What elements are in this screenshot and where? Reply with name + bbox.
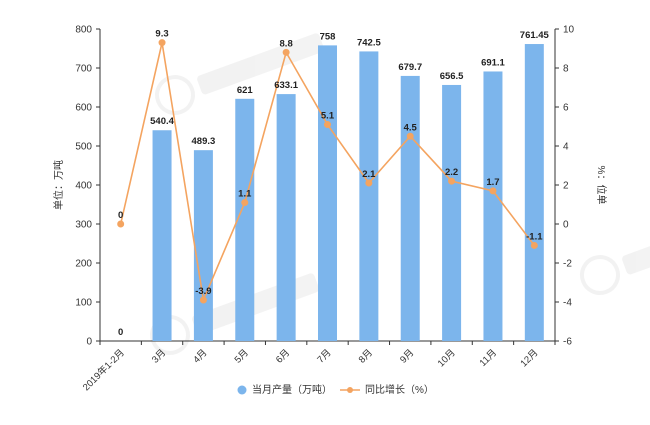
bars-layer [152,44,544,342]
line-point [117,220,125,228]
watermark-circle [580,255,620,295]
line-point [530,241,538,249]
line-value-label: -1.1 [526,231,543,242]
bar [524,44,544,342]
x-tick-label: 6月 [274,347,292,365]
x-tick-label: 9月 [398,347,416,365]
line-point [365,179,373,187]
right-tick-label: 10 [563,25,575,36]
right-tick-label: -4 [563,298,572,309]
line-value-label: 0 [118,210,123,221]
x-tick-label: 5月 [233,347,251,365]
left-tick-label: 200 [75,259,92,270]
right-tick-label: 6 [563,103,569,114]
left-tick-label: 100 [75,298,92,309]
bar-value-label: 758 [320,31,336,42]
line-value-label: 2.1 [362,169,376,180]
line-value-label: 9.3 [155,29,168,40]
bar [318,45,337,341]
line-value-label: 4.5 [404,122,418,133]
bar [442,84,462,341]
bar-value-label: 540.4 [150,116,174,127]
bar-value-label: 679.7 [398,62,422,73]
line-value-label: 5.1 [321,111,335,122]
line-point [241,199,249,207]
watermark-circle [155,75,195,115]
bar [483,71,503,341]
line-point [448,177,456,185]
left-tick-label: 0 [86,337,92,348]
legend-line-dot [347,387,353,393]
bar [276,94,296,341]
right-tick-label: -6 [563,337,572,348]
line-value-label: 8.8 [280,38,293,49]
line-value-label: 1.1 [238,189,252,200]
left-tick-label: 800 [75,25,92,36]
legend-line-label: 同比增长（%） [365,383,434,396]
right-axis-title: %：位单 [595,166,608,205]
line-point [158,39,166,47]
watermark-layer [150,33,650,355]
line-point [406,132,414,140]
bar [359,51,379,342]
watermark-band [197,33,324,95]
line-point [282,48,290,56]
left-tick-label: 400 [75,181,92,192]
line-value-label: 1.7 [486,177,499,188]
watermark-logo [580,213,650,295]
left-tick-label: 600 [75,103,92,114]
bar-value-label: 761.45 [520,30,550,41]
bar-value-label: 0 [118,327,123,338]
bar [193,150,213,341]
bar-value-label: 633.1 [274,80,298,91]
left-axis-title: 单位：万吨 [52,160,65,210]
watermark-logo [150,273,319,355]
x-tick-label: 10月 [436,347,458,369]
bar-value-label: 691.1 [481,57,505,68]
line-value-label: 2.2 [445,167,458,178]
bar-value-label: 742.5 [357,37,381,48]
line-layer [117,39,538,304]
bar [152,130,172,341]
line-point [199,296,207,304]
x-tick-label: 7月 [315,347,333,365]
line-point [324,121,331,129]
right-tick-label: 8 [563,64,569,75]
data-labels-layer: 0 540.4 489.3 621 633.1 758 742.5 679.7 656.5 691… [118,29,550,338]
legend-bar-label: 当月产量（万吨） [252,383,332,396]
right-tick-label: 4 [563,142,569,153]
left-tick-label: 300 [75,220,92,231]
x-tick-label: 12月 [518,347,540,369]
bar-value-label: 621 [237,85,254,96]
line-value-label: -3.9 [195,286,211,297]
left-tick-label: 700 [75,64,92,75]
x-tick-label: 4月 [191,347,209,365]
line-point [489,187,497,195]
watermark-logo [155,33,324,115]
bar [400,75,420,342]
right-tick-label: 0 [563,220,569,231]
bar-value-label: 656.5 [440,71,464,82]
right-tick-label: -2 [563,259,572,270]
bar [235,98,255,341]
x-tick-label: 11月 [478,347,499,368]
watermark-band [622,213,650,275]
right-tick-label: 2 [563,181,569,192]
x-tick-label: 8月 [357,347,375,365]
bar-value-label: 489.3 [192,136,216,147]
legend: 当月产量（万吨） 同比增长（%） [237,383,434,396]
legend-bar-swatch [237,385,247,395]
x-tick-label: 3月 [150,347,168,365]
left-tick-label: 500 [75,142,92,153]
x-tick-label: 2019年1-2月 [80,347,127,394]
